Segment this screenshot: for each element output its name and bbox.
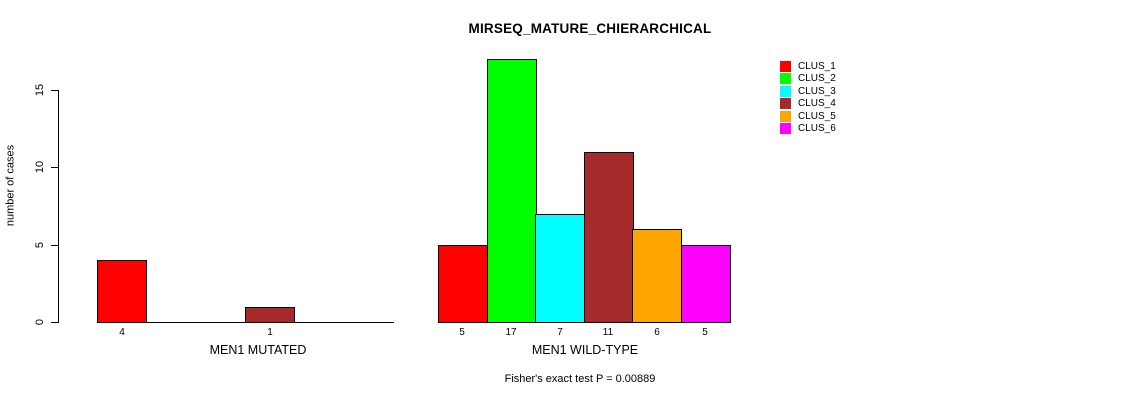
bar-clus_4: [584, 152, 634, 323]
y-tick-label: 0: [34, 318, 46, 326]
bar-clus_1: [438, 245, 488, 323]
bar-clus_2: [487, 59, 537, 323]
y-axis-label: number of cases: [4, 144, 17, 227]
legend-label: CLUS_4: [798, 98, 836, 109]
x-axis-label-men1-wild-type: MEN1 WILD-TYPE: [531, 343, 639, 357]
legend-swatch-clus_3: [780, 86, 791, 97]
legend-swatch-clus_4: [780, 98, 791, 109]
bar-clus_4: [245, 307, 295, 323]
bar-value-label: 7: [557, 327, 563, 338]
y-axis-line: [58, 90, 59, 323]
legend-label: CLUS_6: [798, 123, 836, 134]
y-tick-label: 15: [34, 83, 46, 97]
legend-label: CLUS_3: [798, 86, 836, 97]
bar-clus_6: [681, 245, 731, 323]
y-tick-mark: [51, 90, 58, 91]
y-tick-mark: [51, 167, 58, 168]
y-tick-mark: [51, 322, 58, 323]
bar-clus_1: [97, 260, 147, 323]
chart-title: MIRSEQ_MATURE_CHIERARCHICAL: [468, 21, 712, 36]
bar-clus_5: [632, 229, 682, 323]
bar-value-label: 11: [602, 327, 614, 338]
y-tick-mark: [51, 245, 58, 246]
legend-swatch-clus_6: [780, 123, 791, 134]
legend-label: CLUS_2: [798, 73, 836, 84]
legend-swatch-clus_1: [780, 61, 791, 72]
bar-value-label: 17: [505, 327, 517, 338]
legend-swatch-clus_2: [780, 73, 791, 84]
x-axis-label-men1-mutated: MEN1 MUTATED: [209, 343, 307, 357]
bar-value-label: 5: [459, 327, 465, 338]
legend-swatch-clus_5: [780, 111, 791, 122]
y-tick-label: 10: [34, 160, 46, 174]
fisher-test-annotation: Fisher's exact test P = 0.00889: [504, 373, 656, 385]
bar-value-label: 5: [702, 327, 708, 338]
legend-label: CLUS_5: [798, 111, 836, 122]
bar-clus_3: [535, 214, 585, 323]
bar-value-label: 6: [654, 327, 660, 338]
legend-label: CLUS_1: [798, 61, 836, 72]
bar-value-label: 1: [267, 327, 273, 338]
bar-value-label: 4: [119, 327, 125, 338]
y-tick-label: 5: [34, 241, 46, 249]
